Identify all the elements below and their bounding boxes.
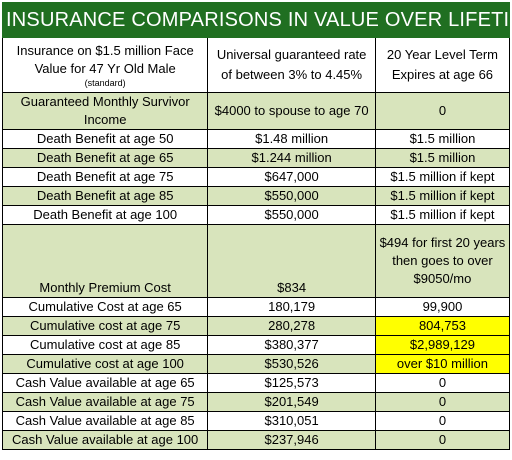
table-row: Cash Value available at age 85 $310,051 0 — [1, 411, 511, 431]
term-value-cell[interactable]: 99,900 — [374, 297, 511, 317]
header-cell-policy[interactable]: Insurance on $1.5 million Face Value for… — [1, 37, 209, 93]
term-value-cell[interactable]: 804,753 — [374, 316, 511, 336]
table-row: Death Benefit at age 85 $550,000 $1.5 mill… — [1, 186, 511, 206]
row-label-cell[interactable]: Death Benefit at age 85 — [1, 186, 209, 206]
universal-value-cell[interactable]: $647,000 — [207, 167, 376, 187]
term-value-cell[interactable]: 0 — [374, 373, 511, 393]
row-label-cell[interactable]: Cumulative cost at age 75 — [1, 316, 209, 336]
table-row: Cash Value available at age 65 $125,573 0 — [1, 373, 511, 393]
universal-value-cell[interactable]: $237,946 — [207, 430, 376, 450]
universal-value-cell[interactable]: $380,377 — [207, 335, 376, 355]
header-cell-term[interactable]: 20 Year Level Term Expires at age 66 — [374, 37, 511, 93]
comparison-table: INSURANCE COMPARISONS IN VALUE OVER LIFE… — [1, 2, 511, 450]
row-label-cell[interactable]: Cumulative cost at age 100 — [1, 354, 209, 374]
universal-value-cell[interactable]: $4000 to spouse to age 70 — [207, 92, 376, 130]
universal-value-cell[interactable]: $834 — [207, 224, 376, 298]
header-row: Insurance on $1.5 million Face Value for… — [1, 37, 511, 93]
term-value-cell[interactable]: $2,989,129 — [374, 335, 511, 355]
table-row: Cash Value available at age 75 $201,549 0 — [1, 392, 511, 412]
universal-value-cell[interactable]: 180,179 — [207, 297, 376, 317]
universal-value-cell[interactable]: 280,278 — [207, 316, 376, 336]
row-label-cell[interactable]: Cash Value available at age 100 — [1, 430, 209, 450]
row-label-cell[interactable]: Death Benefit at age 65 — [1, 148, 209, 168]
term-value-cell[interactable]: 0 — [374, 392, 511, 412]
row-label-cell[interactable]: Cash Value available at age 75 — [1, 392, 209, 412]
term-value-cell[interactable]: $494 for first 20 years then goes to ove… — [374, 224, 511, 298]
row-label-cell[interactable]: Cash Value available at age 85 — [1, 411, 209, 431]
row-label-cell[interactable]: Cumulative Cost at age 65 — [1, 297, 209, 317]
term-value-cell[interactable]: $1.5 million if kept — [374, 205, 511, 225]
universal-value-cell[interactable]: $125,573 — [207, 373, 376, 393]
term-value-cell[interactable]: 0 — [374, 411, 511, 431]
term-value-cell[interactable]: $1.5 million if kept — [374, 186, 511, 206]
table-body: Guaranteed Monthly Survivor Income $4000 … — [1, 92, 511, 450]
term-value-cell[interactable]: over $10 million — [374, 354, 511, 374]
table-row: Cumulative cost at age 85 $380,377 $2,989,… — [1, 335, 511, 355]
table-row: Death Benefit at age 65 $1.244 million $1.… — [1, 148, 511, 168]
table-title: INSURANCE COMPARISONS IN VALUE OVER LIFE… — [2, 2, 510, 38]
table-row: Cumulative cost at age 75 280,278 804,753 — [1, 316, 511, 336]
table-row: Death Benefit at age 75 $647,000 $1.5 mill… — [1, 167, 511, 187]
row-label-cell[interactable]: Cumulative cost at age 85 — [1, 335, 209, 355]
universal-value-cell[interactable]: $550,000 — [207, 186, 376, 206]
title-row: INSURANCE COMPARISONS IN VALUE OVER LIFE… — [2, 2, 510, 38]
table-row: Guaranteed Monthly Survivor Income $4000 … — [1, 92, 511, 130]
row-label-cell[interactable]: Cash Value available at age 65 — [1, 373, 209, 393]
table-row: Cumulative cost at age 100 $530,526 over $… — [1, 354, 511, 374]
table-row: Cash Value available at age 100 $237,946 0 — [1, 430, 511, 450]
table-row: Cumulative Cost at age 65 180,179 99,900 — [1, 297, 511, 317]
table-row: Death Benefit at age 100 $550,000 $1.5 mil… — [1, 205, 511, 225]
comparison-sheet: INSURANCE COMPARISONS IN VALUE OVER LIFE… — [1, 2, 511, 450]
row-label-cell[interactable]: Death Benefit at age 100 — [1, 205, 209, 225]
row-label-cell[interactable]: Death Benefit at age 50 — [1, 129, 209, 149]
row-label-cell[interactable]: Monthly Premium Cost — [1, 224, 209, 298]
row-label-cell[interactable]: Death Benefit at age 75 — [1, 167, 209, 187]
universal-value-cell[interactable]: $201,549 — [207, 392, 376, 412]
universal-value-cell[interactable]: $310,051 — [207, 411, 376, 431]
term-value-cell[interactable]: $1.5 million if kept — [374, 167, 511, 187]
universal-value-cell[interactable]: $550,000 — [207, 205, 376, 225]
universal-value-cell[interactable]: $1.48 million — [207, 129, 376, 149]
term-value-cell[interactable]: 0 — [374, 430, 511, 450]
header-cell-universal[interactable]: Universal guaranteed rate of between 3% … — [207, 37, 376, 93]
row-label-cell[interactable]: Guaranteed Monthly Survivor Income — [1, 92, 209, 130]
header-policy-line2: Value for 47 Yr Old Male — [34, 60, 176, 76]
header-policy-line1: Insurance on $1.5 million Face — [16, 42, 194, 58]
table-row: Monthly Premium Cost $834 $494 for first 2… — [1, 224, 511, 298]
term-value-cell[interactable]: $1.5 million — [374, 148, 511, 168]
term-value-cell[interactable]: 0 — [374, 92, 511, 130]
universal-value-cell[interactable]: $530,526 — [207, 354, 376, 374]
term-value-cell[interactable]: $1.5 million — [374, 129, 511, 149]
table-row: Death Benefit at age 50 $1.48 million $1.5… — [1, 129, 511, 149]
universal-value-cell[interactable]: $1.244 million — [207, 148, 376, 168]
header-policy-note: (standard) — [84, 77, 126, 88]
